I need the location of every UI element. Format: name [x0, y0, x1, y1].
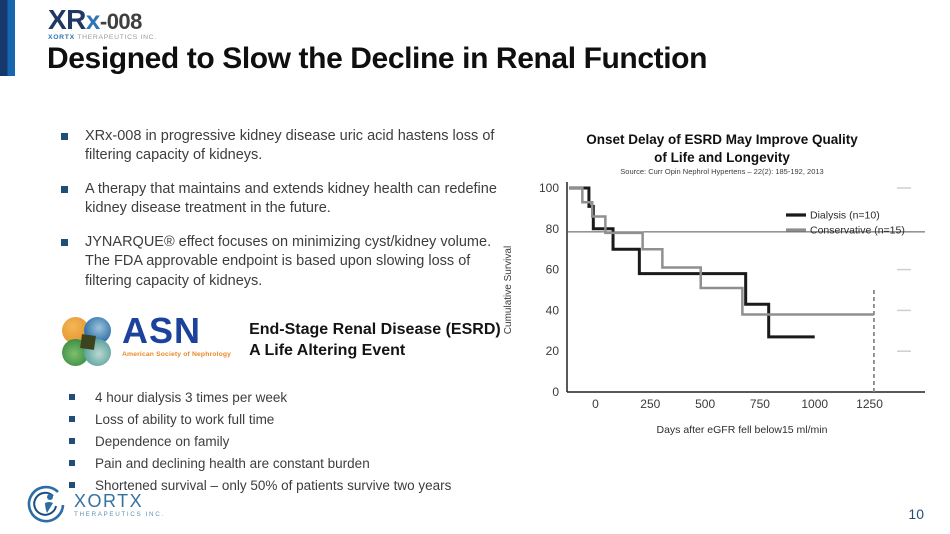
series-conservative	[569, 186, 874, 316]
x-tick-label: 0	[592, 397, 599, 411]
y-tick-label: 100	[539, 181, 559, 195]
asn-wordmark: ASN American Society of Nephrology	[122, 310, 232, 359]
asn-logo: ASN American Society of Nephrology	[60, 310, 232, 370]
footer-company-name: XORTX	[74, 490, 144, 511]
asn-caption: American Society of Nephrology	[122, 351, 232, 359]
main-bullets-section: XRx-008 in progressive kidney disease ur…	[48, 127, 500, 305]
y-tick-label: 20	[546, 344, 560, 358]
bullets-bottom-list: 4 hour dialysis 3 times per week Loss of …	[55, 389, 525, 495]
legend-label: Conservative (n=15)	[810, 225, 905, 237]
asn-section: ASN American Society of Nephrology End-S…	[60, 310, 501, 370]
list-item: Loss of ability to work full time	[55, 411, 525, 429]
x-tick-label: 750	[750, 397, 770, 411]
list-item: 4 hour dialysis 3 times per week	[55, 389, 525, 407]
x-tick-label: 1000	[801, 397, 828, 411]
esrd-heading-line2: A Life Altering Event	[249, 341, 406, 359]
list-item: XRx-008 in progressive kidney disease ur…	[48, 127, 500, 166]
xrx-logo-suffix: -008	[99, 9, 143, 34]
footer-company-suffix: THERAPEUTICS INC.	[74, 510, 165, 518]
xrx-logo-x: x	[85, 5, 100, 35]
footer-logo: XORTX THERAPEUTICS INC.	[25, 484, 165, 526]
y-axis-title: Cumulative Survival	[503, 246, 514, 334]
x-tick-label: 1250	[856, 397, 883, 411]
esrd-heading: End-Stage Renal Disease (ESRD) A Life Al…	[249, 320, 501, 362]
list-item: A therapy that maintains and extends kid…	[48, 180, 500, 219]
xrx-logo-wordmark: XRx-008	[48, 6, 157, 34]
y-tick-label: 60	[546, 263, 560, 277]
xrx-logo-company: XORTX	[48, 34, 75, 41]
list-item: JYNARQUE® effect focuses on minimizing c…	[48, 233, 500, 291]
survival-chart: Onset Delay of ESRD May Improve Quality …	[497, 131, 947, 436]
series-dialysis	[569, 186, 815, 339]
y-tick-label: 80	[546, 222, 560, 236]
list-item: Shortened survival – only 50% of patient…	[55, 477, 525, 495]
xortx-swirl-icon	[27, 485, 65, 523]
accent-bar	[0, 0, 15, 76]
x-tick-label: 250	[640, 397, 660, 411]
chart-source: Source: Curr Opin Nephrol Hypertens – 22…	[620, 167, 824, 177]
esrd-heading-line1: End-Stage Renal Disease (ESRD)	[249, 321, 501, 338]
xrx-logo: XRx-008 XORTX THERAPEUTICS INC.	[48, 6, 157, 42]
list-item: Dependence on family	[55, 433, 525, 451]
xrx-logo-company-suffix: THERAPEUTICS INC.	[77, 34, 157, 41]
chart-title-line2: of Life and Longevity	[654, 149, 790, 165]
chart-x-axis-label: Days after eGFR fell below15 ml/min	[656, 424, 828, 437]
y-tick-label: 0	[552, 385, 559, 399]
esrd-bullets-section: 4 hour dialysis 3 times per week Loss of …	[55, 389, 525, 499]
chart-title: Onset Delay of ESRD May Improve Quality …	[497, 131, 947, 166]
asn-center-square	[80, 334, 96, 350]
footer-wordmark: XORTX THERAPEUTICS INC.	[74, 492, 165, 518]
chart-title-line1: Onset Delay of ESRD May Improve Quality	[586, 132, 858, 147]
xrx-logo-xr: XR	[48, 4, 86, 35]
page-number: 10	[908, 506, 924, 522]
xrx-logo-subline: XORTX THERAPEUTICS INC.	[48, 34, 157, 42]
asn-acronym: ASN	[122, 310, 202, 351]
x-tick-label: 500	[695, 397, 715, 411]
asn-circles-icon	[60, 314, 118, 370]
legend-label: Dialysis (n=10)	[810, 210, 880, 222]
y-tick-label: 40	[546, 303, 560, 317]
page-title: Designed to Slow the Decline in Renal Fu…	[47, 42, 707, 75]
list-item: Pain and declining health are constant b…	[55, 455, 525, 473]
bullets-top-list: XRx-008 in progressive kidney disease ur…	[48, 127, 500, 291]
